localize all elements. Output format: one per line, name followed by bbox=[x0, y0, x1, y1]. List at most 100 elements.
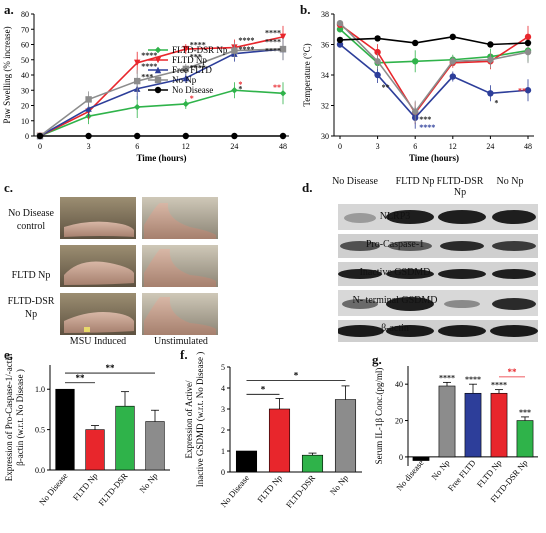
blot-band-label: N- terminal GSDMD bbox=[352, 295, 438, 306]
bar bbox=[412, 456, 430, 461]
y-tick-label: 1 bbox=[221, 447, 225, 456]
data-point bbox=[182, 74, 189, 82]
significance-label: **** bbox=[265, 28, 281, 37]
significance-label: *** bbox=[419, 115, 431, 124]
blot-lane-label: FLTD Np bbox=[395, 176, 435, 187]
data-point bbox=[487, 56, 494, 63]
x-tick-label: 6 bbox=[135, 142, 139, 151]
data-point bbox=[487, 41, 494, 48]
y-tick-label: 0.0 bbox=[35, 466, 45, 475]
significance-label: **** bbox=[190, 63, 206, 72]
bar bbox=[85, 429, 105, 471]
significance-label: **** bbox=[265, 37, 281, 46]
blot-band-label: NLRP3 bbox=[379, 211, 411, 222]
x-tick-label: 12 bbox=[182, 142, 190, 151]
data-point bbox=[279, 45, 287, 53]
x-tick-label: FLTD-DSR bbox=[284, 473, 317, 510]
blot-strips bbox=[338, 204, 538, 342]
y-axis-title: Serum IL-1β Conc.(pg/ml) bbox=[374, 368, 384, 465]
y-tick-label: 60 bbox=[21, 41, 29, 50]
significance-label: **** bbox=[190, 41, 206, 50]
y-tick-label: 40 bbox=[395, 380, 403, 389]
significance-label: ** bbox=[273, 83, 281, 92]
x-tick-label: FLTD Np bbox=[255, 473, 284, 505]
data-point bbox=[524, 39, 532, 47]
panel-label-g: g. bbox=[372, 352, 382, 367]
legend-marker bbox=[154, 56, 162, 64]
data-point bbox=[374, 48, 381, 56]
x-tick-label: No Np bbox=[429, 458, 451, 482]
data-point bbox=[85, 105, 92, 112]
blot-band-beta-actin bbox=[338, 320, 538, 342]
data-point bbox=[231, 87, 238, 94]
x-axis-title: Time (hours) bbox=[409, 153, 459, 163]
legend-marker bbox=[154, 66, 162, 74]
x-tick-label: FLTD Np bbox=[71, 471, 100, 503]
x-tick-label: 3 bbox=[376, 142, 380, 151]
data-point bbox=[449, 33, 456, 41]
y-axis-title: Expression of Pro-Caspase-1/-actin bbox=[4, 353, 14, 481]
bar bbox=[464, 392, 482, 458]
x-tick-label: 12 bbox=[449, 142, 457, 151]
data-point bbox=[231, 47, 238, 54]
bar bbox=[145, 421, 165, 471]
significance-label: *** bbox=[141, 73, 153, 82]
chart-paw-swelling: 0 10 20 30 40 50 60 70 80 0 3 6 12 24 48 Time (hours) Pa… bbox=[2, 10, 289, 163]
data-point bbox=[85, 132, 92, 140]
series-line bbox=[339, 36, 529, 46]
y-tick-label: 1.0 bbox=[35, 385, 45, 394]
significance-label: **** bbox=[238, 45, 254, 54]
bar bbox=[268, 408, 291, 473]
series-line bbox=[339, 28, 529, 64]
significance-label: * bbox=[294, 371, 299, 381]
x-tick-label: 48 bbox=[279, 142, 287, 151]
significance-label: * bbox=[494, 98, 498, 107]
significance-label: **** bbox=[491, 381, 507, 390]
y-tick-label: 0 bbox=[25, 132, 29, 141]
data-point bbox=[374, 35, 381, 42]
data-point bbox=[524, 33, 532, 41]
blot-band-nterm-gsdmd bbox=[338, 290, 538, 316]
western-blot-panel: No Disease FLTD Np FLTD-DSR Np No Np bbox=[300, 176, 546, 345]
y-tick-label: 34 bbox=[321, 71, 329, 80]
significance-label: ** bbox=[76, 373, 86, 383]
y-tick-label: 20 bbox=[395, 417, 403, 426]
panel-label-b: b. bbox=[300, 2, 311, 17]
y-tick-label: 0.5 bbox=[35, 426, 45, 435]
legend-label: FLTD-DSR Np bbox=[172, 45, 228, 55]
bar bbox=[334, 399, 357, 473]
bar bbox=[516, 420, 534, 458]
y-tick-label: 38 bbox=[321, 10, 329, 19]
panel-label-c: c. bbox=[4, 180, 14, 195]
significance-label: *** bbox=[519, 408, 531, 417]
x-tick-label: 0 bbox=[338, 142, 342, 151]
bar bbox=[490, 392, 508, 458]
y-tick-label: 36 bbox=[321, 41, 329, 50]
bar bbox=[438, 385, 456, 458]
legend-marker bbox=[154, 46, 162, 54]
significance-label: **** bbox=[439, 373, 455, 382]
y-axis-title: Paw Swelling (% increase) bbox=[2, 26, 12, 123]
significance-label: * bbox=[238, 85, 242, 94]
significance-label: **** bbox=[419, 123, 435, 132]
x-tick-label: 3 bbox=[87, 142, 91, 151]
y-tick-label: 30 bbox=[321, 132, 329, 141]
y-tick-label: 70 bbox=[21, 25, 29, 34]
bar bbox=[115, 405, 135, 471]
data-point bbox=[412, 58, 419, 65]
x-tick-label: No Disease bbox=[37, 471, 70, 507]
y-axis-title: Expression of Active/ bbox=[184, 380, 194, 458]
y-tick-label: 5 bbox=[221, 363, 225, 372]
y-tick-label: 0 bbox=[221, 468, 225, 477]
y-tick-label: 0 bbox=[399, 453, 403, 462]
data-point bbox=[449, 73, 456, 80]
legend-label: No Np bbox=[172, 75, 197, 85]
blot-lane-label: No Np bbox=[496, 176, 524, 187]
significance-label: * bbox=[261, 384, 266, 394]
photo-row-label: FLTD-DSR Np bbox=[7, 296, 55, 320]
data-point bbox=[134, 132, 141, 140]
y-tick-label: 3 bbox=[221, 405, 225, 414]
panel-label-a: a. bbox=[4, 2, 14, 17]
chart-gsdmd: 0 1 2 3 4 5 No Disease FLTD Np FLTD-DSR No Np * * Ex… bbox=[184, 352, 362, 510]
